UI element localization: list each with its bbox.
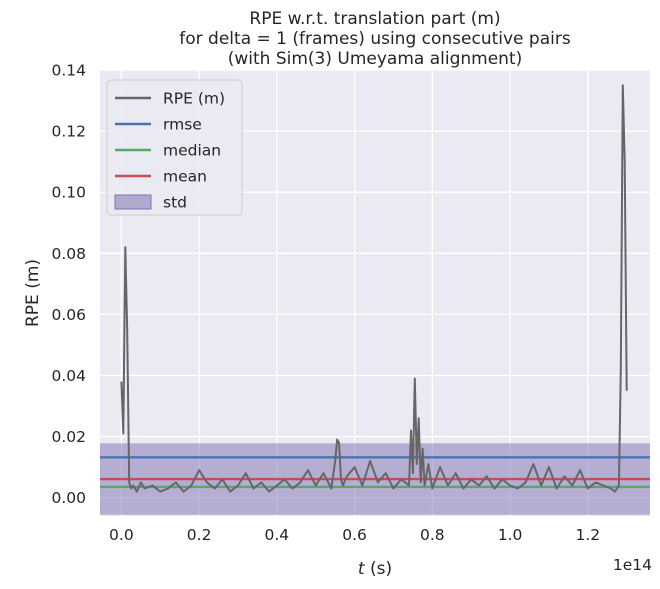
chart-title: RPE w.r.t. translation part (m) for delt… [179, 9, 571, 69]
legend: RPE (m) rmse median mean std [106, 79, 243, 216]
chart-title-line-2: for delta = 1 (frames) using consecutive… [179, 29, 571, 49]
rpe-series-line [120, 84, 628, 493]
legend-label: rmse [163, 116, 202, 134]
y-tick-label: 0.02 [51, 428, 86, 446]
x-tick-label: 1.2 [575, 526, 600, 544]
x-tick-label: 0.4 [265, 526, 290, 544]
y-tick-label: 0.10 [51, 184, 86, 202]
chart-title-line-1: RPE w.r.t. translation part (m) [249, 9, 500, 29]
y-tick-label: 0.14 [51, 62, 86, 80]
x-tick-label: 0.2 [187, 526, 212, 544]
y-tick-label: 0.12 [51, 123, 86, 141]
x-tick-labels: 0.0 0.2 0.4 0.6 0.8 1.0 1.2 [109, 526, 600, 544]
x-axis-label-italic: t [358, 559, 366, 579]
legend-swatch-std [114, 194, 152, 210]
legend-label: std [163, 194, 187, 212]
y-tick-labels: 0.00 0.02 0.04 0.06 0.08 0.10 0.12 0.14 [51, 62, 86, 508]
legend-label: RPE (m) [163, 90, 225, 108]
x-axis-label: t (s) [358, 559, 392, 579]
x-tick-label: 0.0 [109, 526, 134, 544]
x-tick-label: 0.6 [342, 526, 367, 544]
x-tick-label: 1.0 [498, 526, 523, 544]
y-tick-label: 0.08 [51, 245, 86, 263]
series-layer [120, 84, 628, 493]
y-axis-label: RPE (m) [23, 259, 43, 327]
y-tick-label: 0.00 [51, 489, 86, 507]
legend-label: mean [163, 168, 207, 186]
y-tick-label: 0.06 [51, 306, 86, 324]
y-tick-label: 0.04 [51, 367, 86, 385]
legend-box [106, 79, 243, 216]
x-axis-label-unit: (s) [365, 559, 393, 579]
x-axis-multiplier: 1e14 [613, 556, 652, 574]
legend-label: median [163, 142, 221, 160]
x-tick-label: 0.8 [420, 526, 445, 544]
chart-title-line-3: (with Sim(3) Umeyama alignment) [228, 49, 523, 69]
